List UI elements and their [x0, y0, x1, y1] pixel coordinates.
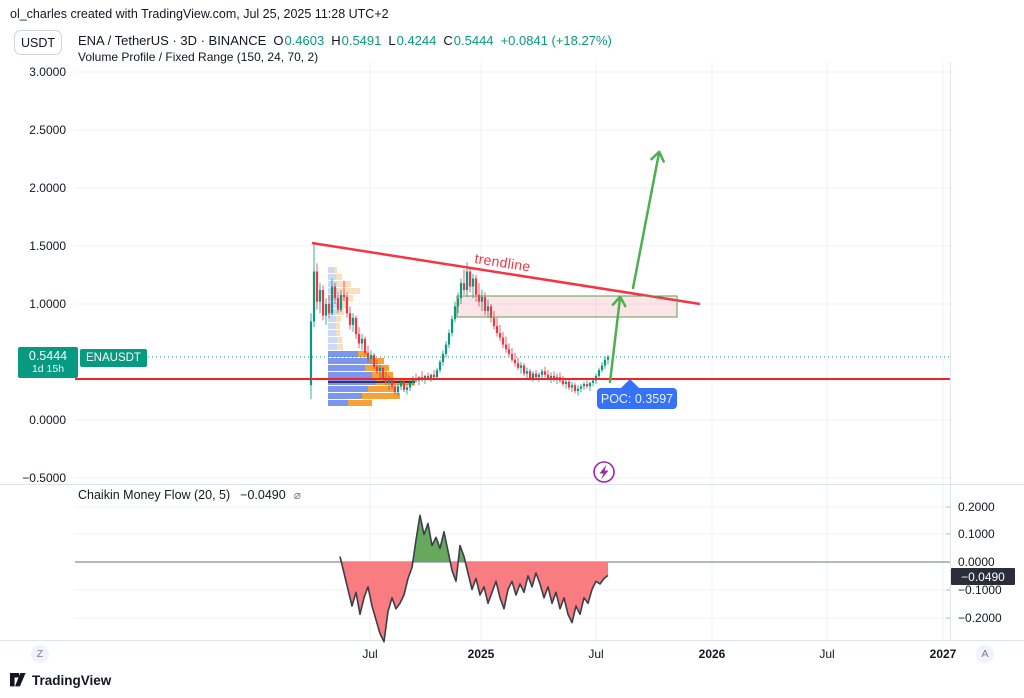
- ohlc-open-value: 0.4603: [284, 33, 325, 48]
- cmf-axis-ticks: [946, 506, 950, 619]
- price-axis-label: 2.5000: [29, 123, 66, 137]
- projection-arrow-small[interactable]: [608, 295, 627, 384]
- ohlc-open-label: O: [273, 33, 284, 48]
- price-axis-label: −0.5000: [22, 471, 66, 485]
- descending-trendline[interactable]: [311, 241, 701, 306]
- lightning-bolt-icon[interactable]: [593, 461, 615, 483]
- ticker-axis-label: ENAUSDT: [80, 349, 147, 367]
- hide-values-icon[interactable]: ⌀: [293, 488, 301, 502]
- indicator-axis-right[interactable]: 0.2000 0.1000 0.0000 −0.1000 −0.2000: [952, 0, 1022, 640]
- time-axis[interactable]: Jul 2025 Jul 2026 Jul 2027: [0, 641, 1024, 668]
- price-axis-label: 1.5000: [29, 239, 66, 253]
- ohlc-high-label: H: [331, 33, 341, 48]
- cmf-axis-label: 0.0000: [958, 555, 995, 569]
- candlestick-series[interactable]: [309, 243, 610, 400]
- cmf-axis-label: 0.2000: [958, 500, 995, 514]
- grid-lines: [75, 62, 950, 640]
- cmf-indicator-value: −0.0490: [240, 488, 286, 502]
- poc-price-callout[interactable]: POC: 0.3597: [597, 388, 677, 409]
- current-price-axis-label: 0.5444 1d 15h: [18, 347, 78, 378]
- ohlc-close-value: 0.5444: [453, 33, 494, 48]
- ohlc-low-value: 0.4244: [396, 33, 437, 48]
- price-axis-label: 1.0000: [29, 297, 66, 311]
- time-axis-label: Jul: [362, 647, 378, 661]
- resistance-zone-rectangle[interactable]: [456, 295, 678, 318]
- cmf-indicator-title-bar: Chaikin Money Flow (20, 5) −0.0490 ⌀: [78, 488, 301, 502]
- volume-profile-indicator-title[interactable]: Volume Profile / Fixed Range (150, 24, 7…: [78, 50, 319, 64]
- projection-arrow-large[interactable]: [631, 150, 665, 290]
- time-axis-label: Jul: [588, 647, 604, 661]
- symbol-title[interactable]: ENA / TetherUS · 3D · BINANCE: [78, 33, 267, 48]
- symbol-info-bar: ENA / TetherUS · 3D · BINANCE O0.4603 H0.5…: [78, 33, 612, 48]
- price-axis-label: 0.0000: [29, 413, 66, 427]
- cmf-line[interactable]: [339, 514, 609, 643]
- cmf-axis-label: −0.2000: [958, 611, 1002, 625]
- auto-scale-a-button[interactable]: A: [976, 645, 994, 663]
- bar-countdown: 1d 15h: [31, 362, 65, 375]
- time-axis-label: 2027: [929, 647, 957, 661]
- time-axis-label: 2025: [467, 647, 495, 661]
- current-price-value: 0.5444: [28, 348, 68, 363]
- timezone-z-button[interactable]: Z: [31, 645, 49, 663]
- currency-usdt-button[interactable]: USDT: [14, 30, 62, 55]
- price-axis-left[interactable]: 3.0000 2.5000 2.0000 1.5000 1.0000 0.0000 −0.5…: [0, 0, 66, 640]
- ohlc-close-label: C: [443, 33, 453, 48]
- attribution-text: ol_charles created with TradingView.com,…: [10, 7, 389, 21]
- price-axis-label: 2.0000: [29, 181, 66, 195]
- tradingview-footer-logo[interactable]: TradingView: [10, 673, 111, 688]
- time-axis-label: Jul: [819, 647, 835, 661]
- cmf-indicator-title[interactable]: Chaikin Money Flow (20, 5): [78, 488, 231, 502]
- time-axis-label: 2026: [698, 647, 726, 661]
- price-axis-label: 3.0000: [29, 65, 66, 79]
- cmf-axis-label: −0.1000: [958, 583, 1002, 597]
- change-value: +0.0841 (+18.27%): [500, 33, 612, 48]
- panel-borders: [0, 62, 1024, 641]
- tradingview-logo-icon: [10, 673, 26, 687]
- ohlc-low-label: L: [388, 33, 396, 48]
- cmf-axis-value-label: −0.0490: [951, 568, 1015, 585]
- ohlc-high-value: 0.5491: [341, 33, 382, 48]
- tradingview-logo-text: TradingView: [32, 673, 112, 688]
- cmf-axis-label: 0.1000: [958, 527, 995, 541]
- poc-callout-pointer: [620, 379, 640, 389]
